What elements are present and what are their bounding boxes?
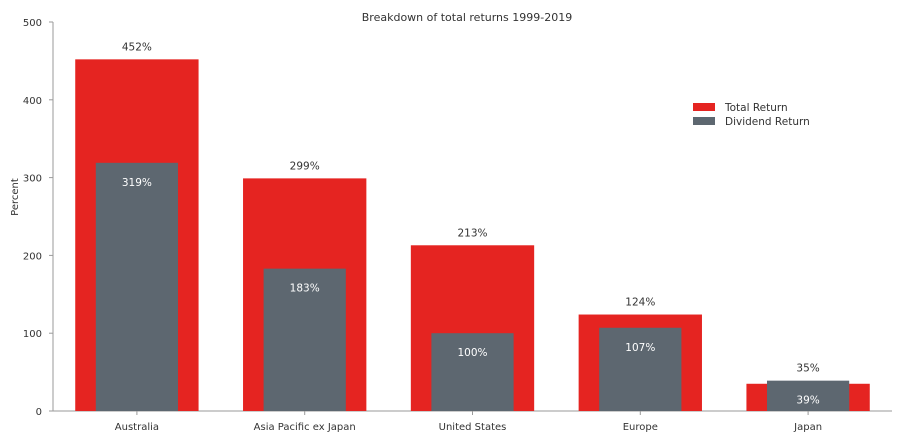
data-label-total-return: 35% (796, 363, 819, 375)
bar-dividend-return (263, 268, 346, 411)
y-tick-label: 300 (23, 174, 42, 185)
chart-title: Breakdown of total returns 1999-2019 (362, 11, 572, 24)
data-label-dividend-return: 183% (290, 283, 320, 295)
bar-dividend-return (599, 327, 682, 411)
y-tick-label: 100 (23, 329, 42, 340)
legend: Total Return Dividend Return (693, 102, 810, 128)
legend-swatch (693, 117, 715, 125)
x-tick-label: Europe (623, 422, 658, 433)
x-tick-label: Japan (793, 422, 822, 433)
bar-dividend-return (95, 162, 179, 411)
y-tick-label: 500 (23, 18, 42, 29)
data-label-dividend-return: 319% (122, 177, 152, 189)
legend-label: Dividend Return (725, 116, 810, 128)
data-label-dividend-return: 39% (796, 395, 819, 407)
legend-swatch (693, 103, 715, 111)
x-tick-label: Asia Pacific ex Japan (254, 422, 356, 433)
y-tick-label: 400 (23, 96, 42, 107)
data-label-dividend-return: 107% (625, 342, 655, 354)
x-tick-label: Australia (115, 422, 159, 433)
legend-label: Total Return (724, 102, 788, 114)
y-axis-title: Percent (10, 178, 21, 216)
data-label-total-return: 213% (457, 227, 487, 239)
bar-dividend-return (766, 380, 850, 411)
y-tick-label: 200 (23, 251, 42, 262)
data-label-total-return: 124% (625, 297, 655, 309)
data-label-total-return: 452% (122, 41, 152, 53)
y-tick-label: 0 (36, 407, 42, 418)
data-label-total-return: 299% (290, 160, 320, 172)
bar-dividend-return (431, 333, 514, 411)
data-label-dividend-return: 100% (457, 347, 487, 359)
x-tick-label: United States (439, 422, 507, 433)
